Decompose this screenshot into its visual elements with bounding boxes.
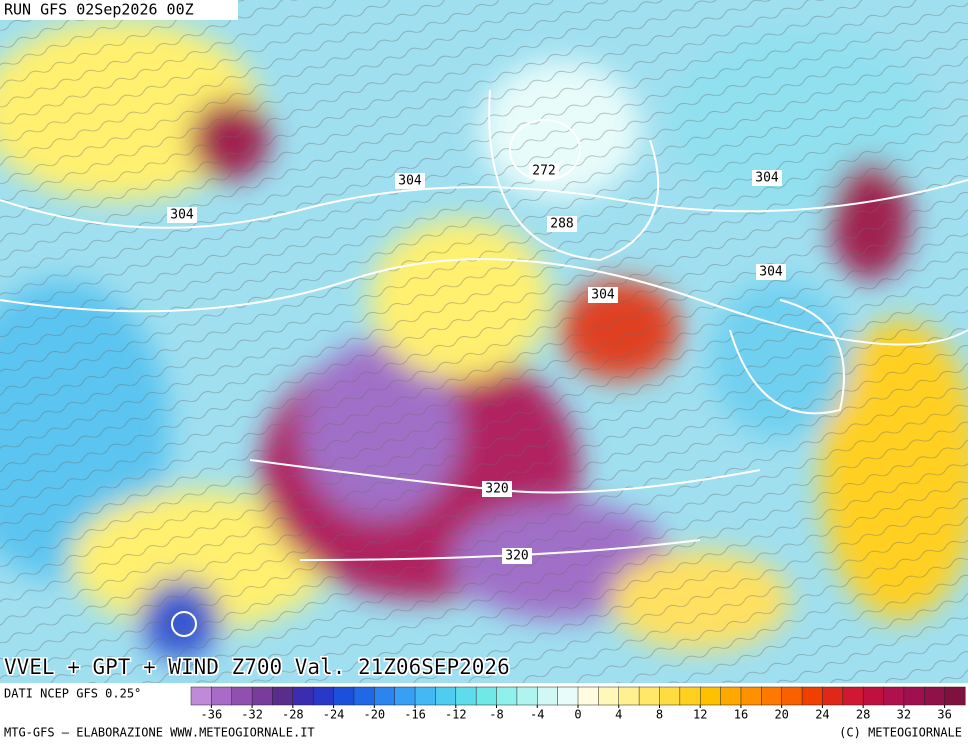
colorbar-swatch [292, 686, 314, 706]
colorbar-swatch [455, 686, 477, 706]
colorbar-tick-label: 8 [656, 708, 663, 722]
colorbar-swatch [598, 686, 620, 706]
colorbar-tick-label: 28 [856, 708, 870, 722]
contour-label-box [547, 216, 577, 232]
colorbar-swatch [537, 686, 559, 706]
colorbar: -36 -32 -28 -24 -20 -16 -12 -8 -4 0 4 8 12 16 20 24 28 32… [190, 686, 966, 722]
colorbar-tick-label: 24 [815, 708, 829, 722]
colorbar-swatch [353, 686, 375, 706]
colorbar-tick-label: 16 [734, 708, 748, 722]
colorbar-tick-label: -24 [323, 708, 345, 722]
contour-label: 304 [398, 174, 422, 189]
colorbar-swatch [312, 686, 335, 706]
colorbar-swatch [333, 686, 355, 706]
contour-label: 288 [550, 217, 573, 232]
map-title: VVEL + GPT + WIND Z700 Val. 21Z06SEP2026 [4, 655, 510, 679]
colorbar-swatch [577, 686, 599, 706]
colorbar-swatch [638, 686, 661, 706]
colorbar-swatch [374, 686, 396, 706]
contour-label-box [502, 548, 532, 564]
colorbar-tick-label: -28 [282, 708, 304, 722]
colorbar-swatch [903, 686, 925, 706]
colorbar-swatch [944, 686, 966, 706]
colorbar-swatch [414, 686, 436, 706]
contour-label: 304 [591, 288, 615, 303]
colorbar-swatch [679, 686, 701, 706]
run-box [0, 0, 238, 20]
colorbar-swatch [211, 686, 233, 706]
colorbar-swatch [557, 686, 579, 706]
contour-label-box [588, 287, 618, 303]
contour-label-box [395, 173, 425, 189]
colorbar-swatch [231, 686, 253, 706]
colorbar-tick-label: -8 [489, 708, 503, 722]
colorbar-swatch [699, 686, 722, 706]
source-label: DATI NCEP GFS 0.25° [4, 687, 141, 701]
colorbar-tick-label: 36 [937, 708, 951, 722]
colorbar-swatch [883, 686, 905, 706]
colorbar-tick-label: -12 [445, 708, 467, 722]
map-background [0, 0, 968, 683]
contour-label-box [756, 264, 786, 280]
colorbar-swatch [496, 686, 518, 706]
contour-label: 320 [485, 482, 508, 497]
colorbar-swatch [822, 686, 844, 706]
contour-label-box [752, 170, 782, 186]
colorbar-swatch [740, 686, 762, 706]
credit-label: MTG-GFS — ELABORAZIONE WWW.METEOGIORNALE… [4, 726, 315, 740]
colorbar-tick-label: -20 [363, 708, 385, 722]
run-label: RUN GFS 02Sep2026 00Z [4, 1, 194, 19]
contour-label: 304 [170, 208, 194, 223]
copyright-label: (C) METEOGIORNALE [839, 726, 962, 740]
colorbar-tick-label: -32 [241, 708, 263, 722]
colorbar-tick-label: 0 [574, 708, 581, 722]
contour-label-box [167, 207, 197, 223]
colorbar-tick-label: 20 [774, 708, 788, 722]
colorbar-swatch [720, 686, 742, 706]
contour-labels: 304 304 272 288 304 304 304 320 320 [167, 163, 786, 564]
colorbar-tick-label: -4 [530, 708, 544, 722]
colorbar-tick-label: -16 [404, 708, 426, 722]
colorbar-swatch [801, 686, 823, 706]
colorbar-swatch [516, 686, 538, 706]
colorbar-swatch [618, 686, 640, 706]
colorbar-swatch [272, 686, 294, 706]
colorbar-tick-label: 32 [897, 708, 911, 722]
colorbar-swatch [394, 686, 416, 706]
colorbar-swatch [761, 686, 783, 706]
colorbar-swatch [435, 686, 457, 706]
contour-label-box [482, 481, 512, 497]
contour-label-box [529, 163, 559, 179]
colorbar-swatch [475, 686, 498, 706]
contour-label: 272 [532, 164, 555, 179]
colorbar-swatch [251, 686, 274, 706]
contour-label: 304 [759, 265, 783, 280]
colorbar-swatch [781, 686, 803, 706]
contour-label: 304 [755, 171, 779, 186]
contour-label: 320 [505, 549, 528, 564]
colorbar-swatch [659, 686, 681, 706]
colorbar-tick-label: 4 [615, 708, 622, 722]
colorbar-swatch [842, 686, 864, 706]
colorbar-tick-label: -36 [201, 708, 223, 722]
colorbar-swatch [924, 686, 946, 706]
colorbar-swatch [190, 686, 212, 706]
colorbar-swatch [862, 686, 885, 706]
colorbar-tick-label: 12 [693, 708, 707, 722]
